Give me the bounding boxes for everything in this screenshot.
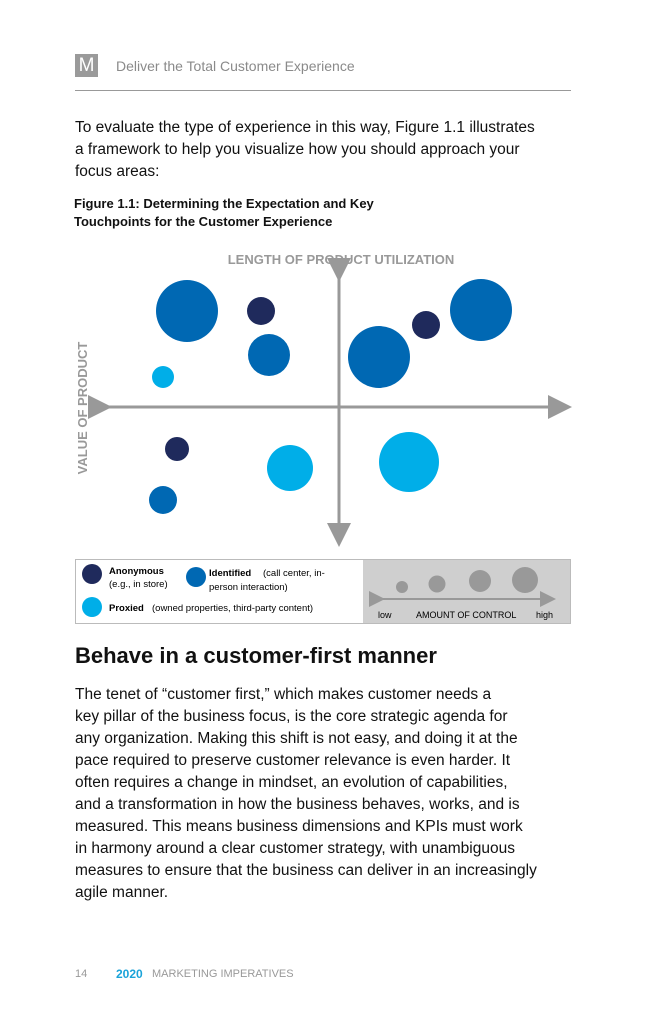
bubble — [412, 311, 440, 339]
control-high: high — [536, 610, 553, 620]
control-dot — [512, 567, 538, 593]
body-line: key pillar of the business focus, is the… — [75, 708, 508, 725]
legend-label: Anonymous — [109, 566, 164, 577]
bubbles — [149, 279, 512, 514]
legend-note: person interaction) — [209, 582, 288, 593]
body-line: agile manner. — [75, 884, 169, 901]
page-number: 14 — [75, 968, 88, 980]
bubble — [267, 445, 313, 491]
legend-note: (call center, in- — [263, 568, 325, 579]
legend: Anonymous (e.g., in store) Identified (c… — [75, 559, 571, 624]
bubble — [248, 334, 290, 376]
body-line: measures to ensure that the business can… — [75, 862, 537, 879]
control-dot — [428, 575, 446, 593]
bubble — [247, 297, 275, 325]
footer-title: MARKETING IMPERATIVES — [152, 968, 294, 980]
bubble — [450, 279, 512, 341]
intro-line: To evaluate the type of experience in th… — [75, 119, 535, 136]
header-rule — [75, 90, 571, 91]
figure-caption: Touchpoints for the Customer Experience — [74, 214, 333, 229]
bubble — [379, 432, 439, 492]
intro-line: a framework to help you visualize how yo… — [75, 141, 520, 158]
legend-note: (e.g., in store) — [109, 579, 168, 590]
section-heading: Behave in a customer-first manner — [75, 643, 437, 668]
control-dot — [396, 581, 408, 593]
body-line: any organization. Making this shift is n… — [75, 730, 518, 747]
footer-year: 2020 — [116, 967, 143, 981]
bubble — [152, 366, 174, 388]
x-axis-label: LENGTH OF PRODUCT UTILIZATION — [228, 252, 455, 267]
legend-swatch — [186, 567, 206, 587]
bubble — [149, 486, 177, 514]
body-line: measured. This means business dimensions… — [75, 818, 523, 835]
body-line: The tenet of “customer first,” which mak… — [75, 686, 492, 703]
y-axis-label: VALUE OF PRODUCT — [75, 342, 90, 475]
figure: LENGTH OF PRODUCT UTILIZATION VALUE OF P… — [75, 252, 572, 624]
body-line: and a transformation in how the business… — [75, 796, 520, 813]
running-title: Deliver the Total Customer Experience — [116, 58, 355, 74]
body-line: often requires a change in mindset, an e… — [75, 774, 508, 791]
legend-label: Proxied — [109, 603, 144, 614]
body-line: pace required to preserve customer relev… — [75, 752, 511, 769]
control-label: AMOUNT OF CONTROL — [416, 610, 516, 620]
legend-note: (owned properties, third-party content) — [152, 603, 313, 614]
logo: M — [75, 54, 98, 77]
figure-caption: Figure 1.1: Determining the Expectation … — [74, 196, 374, 211]
legend-swatch — [82, 564, 102, 584]
legend-label: Identified — [209, 568, 251, 579]
control-dot — [469, 570, 491, 592]
bubble — [165, 437, 189, 461]
body-line: in harmony around a clear customer strat… — [75, 840, 515, 857]
intro-line: focus areas: — [75, 163, 160, 180]
control-low: low — [378, 610, 392, 620]
legend-swatch — [82, 597, 102, 617]
bubble — [348, 326, 410, 388]
bubble — [156, 280, 218, 342]
